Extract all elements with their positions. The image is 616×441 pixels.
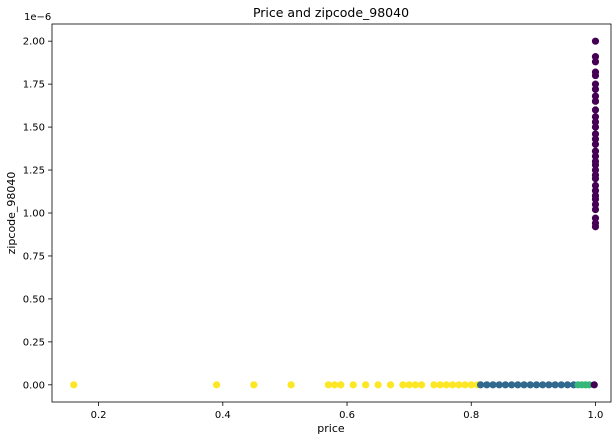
data-point bbox=[455, 381, 463, 389]
data-point bbox=[551, 381, 559, 389]
data-point bbox=[591, 157, 600, 166]
data-point bbox=[591, 205, 600, 214]
data-point bbox=[495, 381, 503, 389]
data-point bbox=[591, 123, 600, 131]
chart-title: Price and zipcode_98040 bbox=[253, 5, 409, 20]
data-point bbox=[501, 381, 510, 389]
y-tick-label: 1.50 bbox=[23, 123, 45, 134]
data-point bbox=[514, 381, 522, 389]
data-point bbox=[591, 97, 600, 105]
data-point bbox=[591, 53, 600, 61]
data-point bbox=[591, 135, 600, 143]
y-tick-label: 2.00 bbox=[23, 37, 45, 48]
data-point bbox=[417, 381, 426, 389]
data-point bbox=[591, 219, 600, 227]
data-point bbox=[591, 80, 600, 88]
y-axis-ticks: 0.00 0.25 0.50 0.75 1.00 1.25 1.50 1.75 2.00 bbox=[23, 37, 52, 391]
data-point bbox=[591, 92, 600, 100]
data-point bbox=[483, 381, 491, 389]
data-point bbox=[545, 381, 553, 389]
data-point bbox=[411, 381, 419, 389]
data-point bbox=[449, 381, 457, 389]
plot-area: 0.2 0.4 0.6 0.8 1.0 0.00 0.25 0.50 0.75 1.00 1.25… bbox=[23, 23, 612, 421]
data-point bbox=[591, 58, 600, 66]
data-point bbox=[442, 381, 451, 389]
plot-frame bbox=[51, 23, 612, 403]
data-point bbox=[250, 381, 258, 389]
data-point bbox=[591, 147, 600, 155]
data-point bbox=[331, 381, 339, 389]
y-tick-label: 0.00 bbox=[23, 380, 45, 391]
data-point bbox=[591, 106, 600, 114]
data-point bbox=[591, 68, 600, 76]
y-tick-label: 0.25 bbox=[23, 337, 45, 348]
data-point bbox=[212, 381, 221, 389]
data-point bbox=[526, 381, 534, 389]
y-tick-label: 0.50 bbox=[23, 294, 45, 305]
data-point bbox=[430, 381, 438, 389]
x-tick-label: 1.0 bbox=[588, 410, 604, 421]
x-tick-label: 0.4 bbox=[215, 410, 231, 421]
data-point bbox=[476, 381, 485, 389]
data-point bbox=[70, 381, 78, 389]
data-point bbox=[436, 381, 444, 389]
data-point bbox=[461, 381, 469, 389]
data-point bbox=[591, 192, 600, 200]
data-point bbox=[539, 381, 547, 389]
data-point bbox=[591, 113, 600, 121]
data-point bbox=[362, 381, 370, 389]
data-point bbox=[591, 214, 600, 222]
data-point bbox=[591, 181, 600, 190]
data-point bbox=[349, 381, 357, 389]
data-point bbox=[287, 381, 295, 389]
x-tick-label: 0.6 bbox=[339, 410, 355, 421]
data-points bbox=[70, 37, 600, 389]
y-tick-label: 1.25 bbox=[23, 166, 45, 177]
y-tick-label: 1.00 bbox=[23, 209, 45, 220]
data-point bbox=[405, 381, 413, 389]
data-point bbox=[337, 381, 345, 389]
x-axis-label: price bbox=[317, 422, 345, 435]
data-point bbox=[532, 381, 541, 389]
data-point bbox=[374, 381, 382, 389]
data-point bbox=[591, 152, 600, 160]
data-point bbox=[591, 130, 600, 138]
x-axis-ticks: 0.2 0.4 0.6 0.8 1.0 bbox=[91, 402, 604, 421]
data-point bbox=[591, 85, 600, 93]
data-point bbox=[508, 381, 516, 389]
data-point bbox=[591, 200, 600, 209]
x-tick-label: 0.8 bbox=[463, 410, 479, 421]
data-point bbox=[324, 381, 332, 389]
data-point bbox=[591, 187, 600, 195]
data-point bbox=[591, 166, 600, 174]
data-point bbox=[591, 140, 600, 148]
x-tick-label: 0.2 bbox=[91, 410, 107, 421]
y-tick-label: 0.75 bbox=[23, 251, 45, 262]
data-point bbox=[591, 171, 600, 179]
data-point bbox=[590, 381, 598, 389]
data-point bbox=[585, 381, 593, 389]
y-axis-label: zipcode_98040 bbox=[5, 172, 18, 255]
data-point bbox=[591, 37, 600, 45]
data-point bbox=[386, 381, 395, 389]
data-point bbox=[399, 381, 407, 389]
data-point bbox=[563, 381, 572, 389]
plot-background bbox=[52, 24, 611, 402]
y-offset-text: 1e−6 bbox=[24, 12, 51, 23]
data-point bbox=[467, 381, 475, 389]
data-point bbox=[520, 381, 528, 389]
data-point bbox=[489, 381, 497, 389]
data-point bbox=[591, 118, 600, 126]
data-point bbox=[557, 381, 565, 389]
y-tick-label: 1.75 bbox=[23, 80, 45, 91]
